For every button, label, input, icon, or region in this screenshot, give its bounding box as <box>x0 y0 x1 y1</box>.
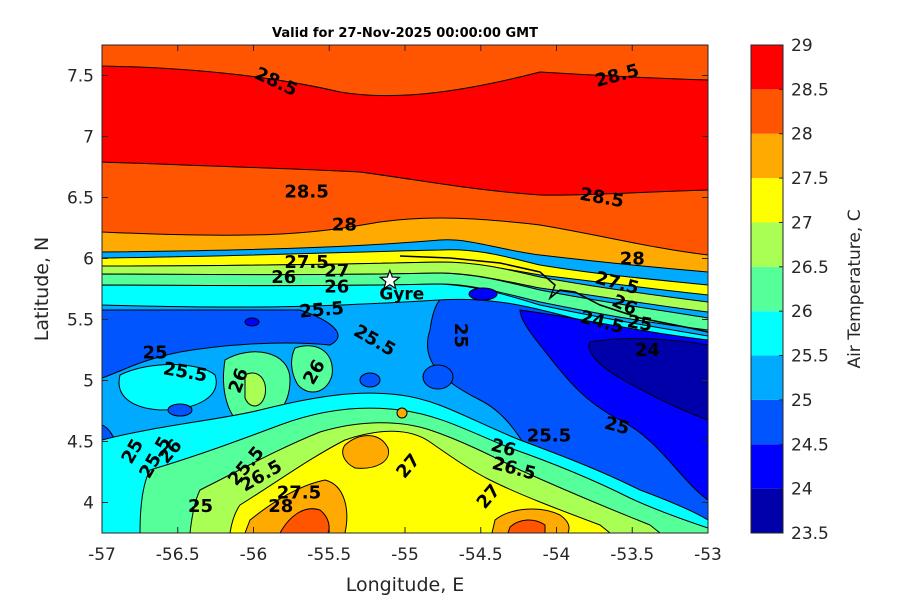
x-tick-label: -56.5 <box>156 545 200 565</box>
contour-label: 27 <box>324 261 349 282</box>
colorbar-swatch <box>751 266 783 312</box>
x-tick-label: -54 <box>543 545 571 565</box>
contour-label: 25 <box>450 323 471 348</box>
contour-label: 25 <box>142 342 167 363</box>
x-tick-label: -53.5 <box>610 545 654 565</box>
y-tick-label: 4.5 <box>67 433 94 453</box>
coastline <box>399 255 708 333</box>
colorbar-label: Air Temperature, C <box>845 209 865 368</box>
colorbar: 23.5 24 24.5 25 25.5 26 26.5 27 27.5 28 28.5 29 <box>750 36 829 544</box>
plot-area <box>102 45 708 533</box>
contour-label: 28 <box>268 496 293 517</box>
y-tick-label: 5.5 <box>67 311 94 331</box>
colorbar-swatch <box>751 89 783 134</box>
colorbar-tick-label: 26.5 <box>791 258 829 278</box>
gyre-marker: Gyre <box>378 268 424 304</box>
low-spot-2 <box>422 364 454 390</box>
contour-label: 28.5 <box>284 181 328 202</box>
y-tick-label: 4 <box>83 494 94 514</box>
field-27.5-28-sc <box>342 435 390 469</box>
y-tick-label: 6.5 <box>67 189 94 209</box>
x-tick-label: -55.5 <box>307 545 351 565</box>
colorbar-tick-label: 24.5 <box>791 435 829 455</box>
x-tick-label: -53 <box>694 545 722 565</box>
x-tick-label: -55 <box>391 545 419 565</box>
colorbar-tick-label: 29 <box>791 36 813 56</box>
colorbar-swatch <box>751 222 783 267</box>
contour-label: 28 <box>332 214 357 235</box>
contour-label: 26 <box>271 267 296 288</box>
field-23.5-24 <box>588 338 708 421</box>
contour-label: 24 <box>635 340 660 361</box>
marker-label: Gyre <box>379 284 424 304</box>
y-axis-ticks: 4 4.5 5 5.5 6 6.5 7 7.5 <box>67 67 708 514</box>
field-26.5-27-w1 <box>244 372 267 407</box>
x-axis-label: Longitude, E <box>346 574 465 596</box>
colorbar-frame <box>750 44 784 534</box>
field-28-28.5-se <box>507 519 546 533</box>
colorbar-swatch <box>751 133 783 179</box>
x-tick-label: -57 <box>88 545 116 565</box>
contour-label: 25 <box>626 311 654 336</box>
colorbar-tick-label: 27.5 <box>791 169 829 189</box>
colorbar-tick-label: 24 <box>791 480 813 500</box>
y-tick-label: 7.5 <box>67 67 94 87</box>
colorbar-tick-label: 27 <box>791 213 813 233</box>
colorbar-tick-label: 28.5 <box>791 80 829 100</box>
colorbar-tick-label: 25.5 <box>791 347 829 367</box>
star-icon <box>378 268 401 290</box>
contour-label: 25.5 <box>527 425 571 446</box>
colorbar-swatch <box>751 311 783 356</box>
colorbar-swatch <box>751 399 783 445</box>
x-tick-label: -54.5 <box>459 545 503 565</box>
colorbar-tick-label: 26 <box>791 302 813 322</box>
low-spot-3 <box>359 372 381 388</box>
y-tick-label: 5 <box>83 372 94 392</box>
y-tick-label: 6 <box>83 250 94 270</box>
contour-label: 26 <box>324 277 349 298</box>
chart-title: Valid for 27-Nov-2025 00:00:00 GMT <box>272 26 538 41</box>
colorbar-swatch <box>751 355 783 400</box>
low-spot-1 <box>468 287 498 301</box>
contour-label: 28 <box>620 249 645 270</box>
field-25.5-26 <box>102 283 708 351</box>
colorbar-tick-label: 23.5 <box>791 524 829 544</box>
field-28.5-29 <box>102 45 708 196</box>
field-24.5-25-west <box>102 309 339 379</box>
colorbar-swatch <box>751 178 783 223</box>
field-28-28.5-top <box>102 45 708 97</box>
y-axis-label: Latitude, N <box>31 237 53 342</box>
field-25.5-26-w1 <box>118 364 217 411</box>
x-axis-ticks: -57 -56.5 -56 -55.5 -55 -54.5 -54 -53.5 -53 <box>88 45 722 565</box>
contour-label: 27.5 <box>277 483 321 504</box>
colorbar-swatch <box>751 444 783 489</box>
colorbar-swatch <box>751 45 783 90</box>
colorbar-swatch <box>751 488 783 533</box>
x-tick-label: -56 <box>240 545 268 565</box>
contour-label: 27.5 <box>284 252 328 273</box>
field-26-26.5-w2 <box>291 345 333 393</box>
contour-label: 25.5 <box>299 298 345 323</box>
warm-spot-1 <box>396 407 408 419</box>
colorbar-tick-label: 28 <box>791 125 813 145</box>
colorbar-tick-label: 25 <box>791 391 813 411</box>
y-tick-label: 7 <box>83 128 94 148</box>
low-spot-5 <box>244 317 260 327</box>
contour-label: 25 <box>188 496 213 517</box>
low-spot-4 <box>167 403 193 417</box>
